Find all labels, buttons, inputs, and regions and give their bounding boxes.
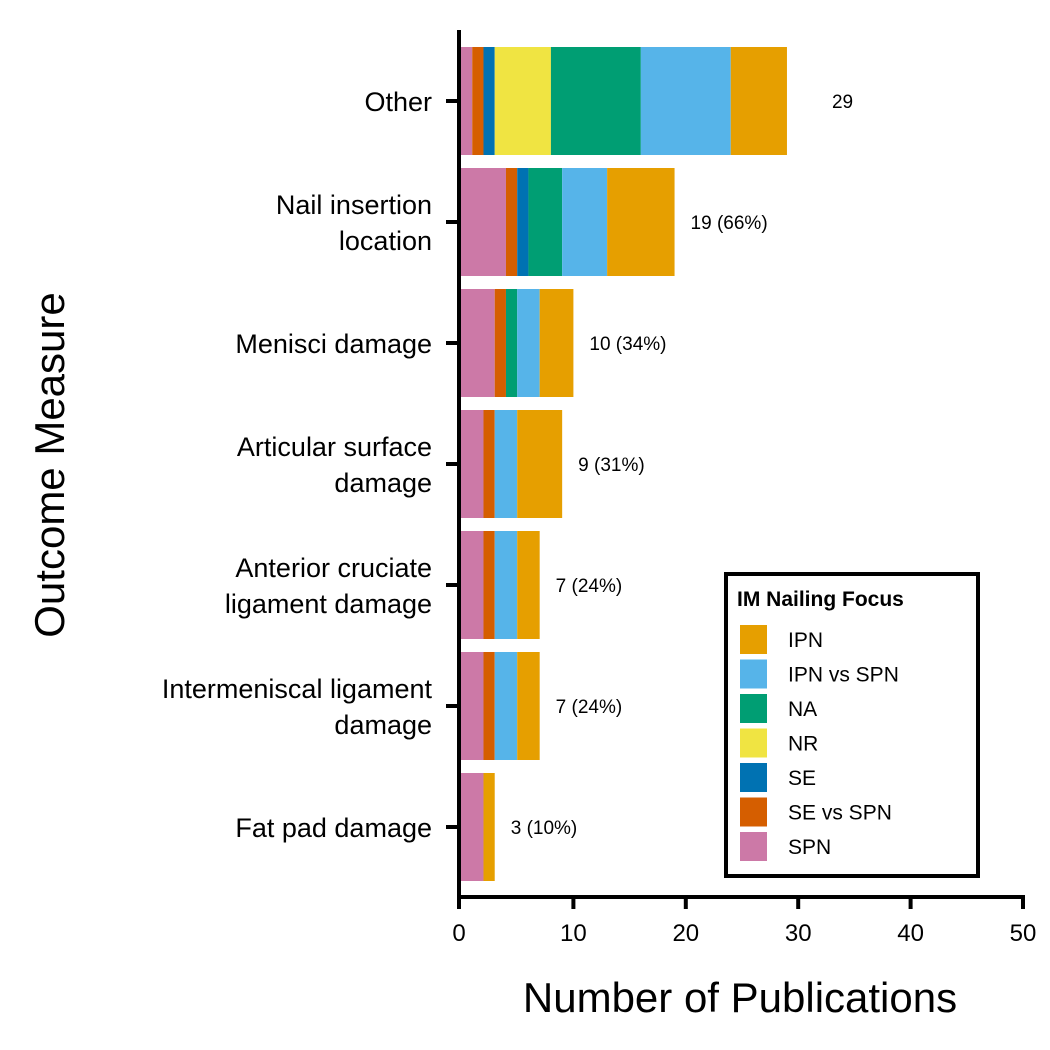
bar-group-fat-pad-damage (461, 773, 495, 881)
y-tick-label: Fat pad damage (235, 813, 432, 843)
bar-group-other (461, 47, 787, 155)
legend-item-se: SE (740, 763, 816, 792)
bar-segment-ipn-vs-spn (562, 168, 608, 276)
bar-segment-se (517, 168, 529, 276)
x-axis-title: Number of Publications (523, 974, 957, 1021)
bar-segment-ipn (607, 168, 675, 276)
bar-segment-se-vs-spn (483, 531, 495, 639)
bar-segment-spn (461, 531, 484, 639)
legend-item-nr: NR (740, 728, 818, 758)
legend-item-spn: SPN (740, 832, 831, 861)
y-tick-label: Nail insertion location (276, 190, 432, 256)
legend-swatch (740, 625, 767, 654)
bar-segment-se-vs-spn (472, 47, 484, 155)
bar-segment-spn (461, 168, 506, 276)
bar-group-nail-insertion-location (461, 168, 675, 276)
bar-segment-spn (461, 47, 473, 155)
y-tick-label: Other (364, 87, 432, 117)
bar-labels-layer: 29 19 (66%) 10 (34%) 9 (31%) 7 (24%) 7 (24%) 3… (511, 92, 853, 839)
bar-value-label: 10 (34%) (589, 334, 666, 355)
bar-segment-ipn (483, 773, 495, 881)
y-tick-label: Intermeniscal ligament damage (162, 674, 433, 740)
bar-value-label: 7 (24%) (556, 697, 623, 718)
legend-box (724, 572, 980, 878)
x-tick-label: 20 (672, 920, 699, 947)
y-tick-label: Menisci damage (235, 329, 432, 359)
bar-value-label: 7 (24%) (556, 576, 623, 597)
legend-item-na: NA (740, 694, 817, 723)
bar-segment-ipn (517, 410, 563, 518)
bar-segment-se-vs-spn (483, 410, 495, 518)
bar-segment-se-vs-spn (483, 652, 495, 760)
legend-items: IPN IPN vs SPN NA NR SE SE vs SPN SPN (740, 625, 899, 861)
bar-group-menisci-damage (461, 289, 574, 397)
legend-label: IPN vs SPN (788, 664, 899, 687)
bar-segment-ipn-vs-spn (494, 531, 518, 639)
bar-segment-nr (494, 47, 551, 155)
bar-group-intermeniscal-ligament-damage (461, 652, 540, 760)
legend-label: NR (788, 733, 818, 756)
bar-segment-ipn-vs-spn (494, 410, 518, 518)
bar-segment-spn (461, 289, 495, 397)
bar-value-label: 19 (66%) (691, 213, 768, 234)
bar-segment-na (528, 168, 563, 276)
x-tick-label: 40 (897, 920, 924, 947)
legend-label: SE vs SPN (788, 802, 892, 825)
bar-value-label: 3 (10%) (511, 818, 578, 839)
legend-swatch (740, 832, 767, 861)
x-tick-label: 50 (1010, 920, 1037, 947)
bar-segment-ipn (517, 531, 540, 639)
bar-segment-spn (461, 773, 484, 881)
legend-item-se-vs-spn: SE vs SPN (740, 797, 892, 827)
bar-value-label: 9 (31%) (578, 455, 645, 476)
bar-segment-se-vs-spn (494, 289, 506, 397)
y-axis: Other Nail insertion location Menisci damag… (162, 30, 461, 899)
legend-swatch (740, 763, 767, 792)
bar-segment-ipn (539, 289, 574, 397)
x-tick-label: 0 (452, 920, 465, 947)
x-tick-label: 10 (560, 920, 587, 947)
legend-swatch (740, 659, 767, 689)
y-axis-title: Outcome Measure (26, 292, 73, 637)
bar-segment-spn (461, 652, 484, 760)
bar-segment-ipn-vs-spn (517, 289, 540, 397)
bar-group-anterior-cruciate-ligament-damage (461, 531, 540, 639)
legend-swatch (740, 797, 767, 827)
legend-label: SE (788, 767, 816, 790)
bar-group-articular-surface-damage (461, 410, 563, 518)
legend-item-ipn-vs-spn: IPN vs SPN (740, 659, 899, 689)
legend-title: IM Nailing Focus (737, 588, 904, 611)
bar-value-label: 29 (832, 92, 853, 113)
legend-swatch (740, 694, 767, 723)
bar-segment-se (483, 47, 495, 155)
bar-segment-ipn (730, 47, 787, 155)
bar-segment-na (550, 47, 641, 155)
x-axis: 0 10 20 30 40 50 (452, 895, 1037, 947)
x-tick-label: 30 (785, 920, 812, 947)
bar-segment-se-vs-spn (505, 168, 518, 276)
y-tick-label: Anterior cruciate ligament damage (225, 553, 432, 619)
y-tick-label: Articular surface damage (237, 432, 432, 498)
bar-segment-ipn-vs-spn (640, 47, 731, 155)
bar-segment-ipn-vs-spn (494, 652, 518, 760)
bars-layer (461, 47, 787, 881)
legend-item-ipn: IPN (740, 625, 823, 654)
legend-label: IPN (788, 629, 823, 652)
bar-segment-na (505, 289, 518, 397)
legend-label: NA (788, 698, 817, 721)
bar-segment-spn (461, 410, 484, 518)
legend-label: SPN (788, 836, 831, 859)
legend: IM Nailing Focus IPN IPN vs SPN NA NR SE SE v… (724, 572, 980, 878)
legend-swatch (740, 728, 767, 758)
bar-segment-ipn (517, 652, 540, 760)
